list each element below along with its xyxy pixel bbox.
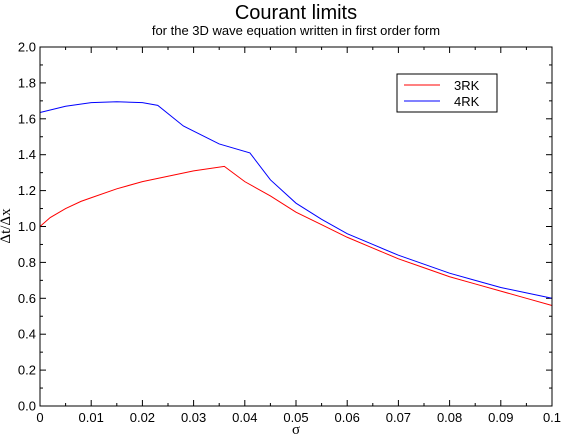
x-tick-label: 0.05 <box>283 410 308 425</box>
chart-title: Courant limits <box>235 2 357 24</box>
series-line-4rk <box>39 101 553 299</box>
y-tick-label: 0.4 <box>18 327 36 342</box>
legend-label-4rk: 4RK <box>454 94 480 109</box>
chart-subtitle: for the 3D wave equation written in firs… <box>152 23 440 38</box>
x-tick-label: 0.01 <box>79 410 104 425</box>
x-tick-label: 0.07 <box>386 410 411 425</box>
y-tick-label: 1.8 <box>18 75 36 90</box>
x-tick-label: 0.02 <box>130 410 155 425</box>
x-tick-label: 0.06 <box>335 410 360 425</box>
plot-frame <box>39 46 553 407</box>
y-tick-label: 0.0 <box>18 399 36 414</box>
y-tick-label: 0.6 <box>18 291 36 306</box>
legend-box <box>396 73 498 113</box>
y-tick-label: 1.0 <box>18 219 36 234</box>
x-tick-label: 0.04 <box>232 410 257 425</box>
legend-label-3rk: 3RK <box>454 78 480 93</box>
tick-labels: 0 0.01 0.02 0.03 0.04 0.05 0.06 0.07 0.08 0.09 0.1… <box>18 40 561 426</box>
legend: 3RK 4RK <box>396 73 498 113</box>
y-axis-label: Δt/Δx <box>0 208 14 244</box>
series-line-3rk <box>39 165 553 306</box>
y-tick-label: 1.2 <box>18 183 36 198</box>
x-tick-label: 0.1 <box>543 410 561 425</box>
y-tick-label: 1.6 <box>18 111 36 126</box>
x-tick-label: 0.08 <box>437 410 462 425</box>
x-axis-label: σ <box>292 422 300 436</box>
x-tick-label: 0 <box>36 410 43 425</box>
series-lines <box>39 101 553 306</box>
x-tick-label: 0.09 <box>488 410 513 425</box>
y-tick-label: 1.4 <box>18 147 36 162</box>
y-tick-label: 2.0 <box>18 40 36 55</box>
x-tick-label: 0.03 <box>181 410 206 425</box>
y-tick-label: 0.8 <box>18 255 36 270</box>
y-tick-label: 0.2 <box>18 363 36 378</box>
